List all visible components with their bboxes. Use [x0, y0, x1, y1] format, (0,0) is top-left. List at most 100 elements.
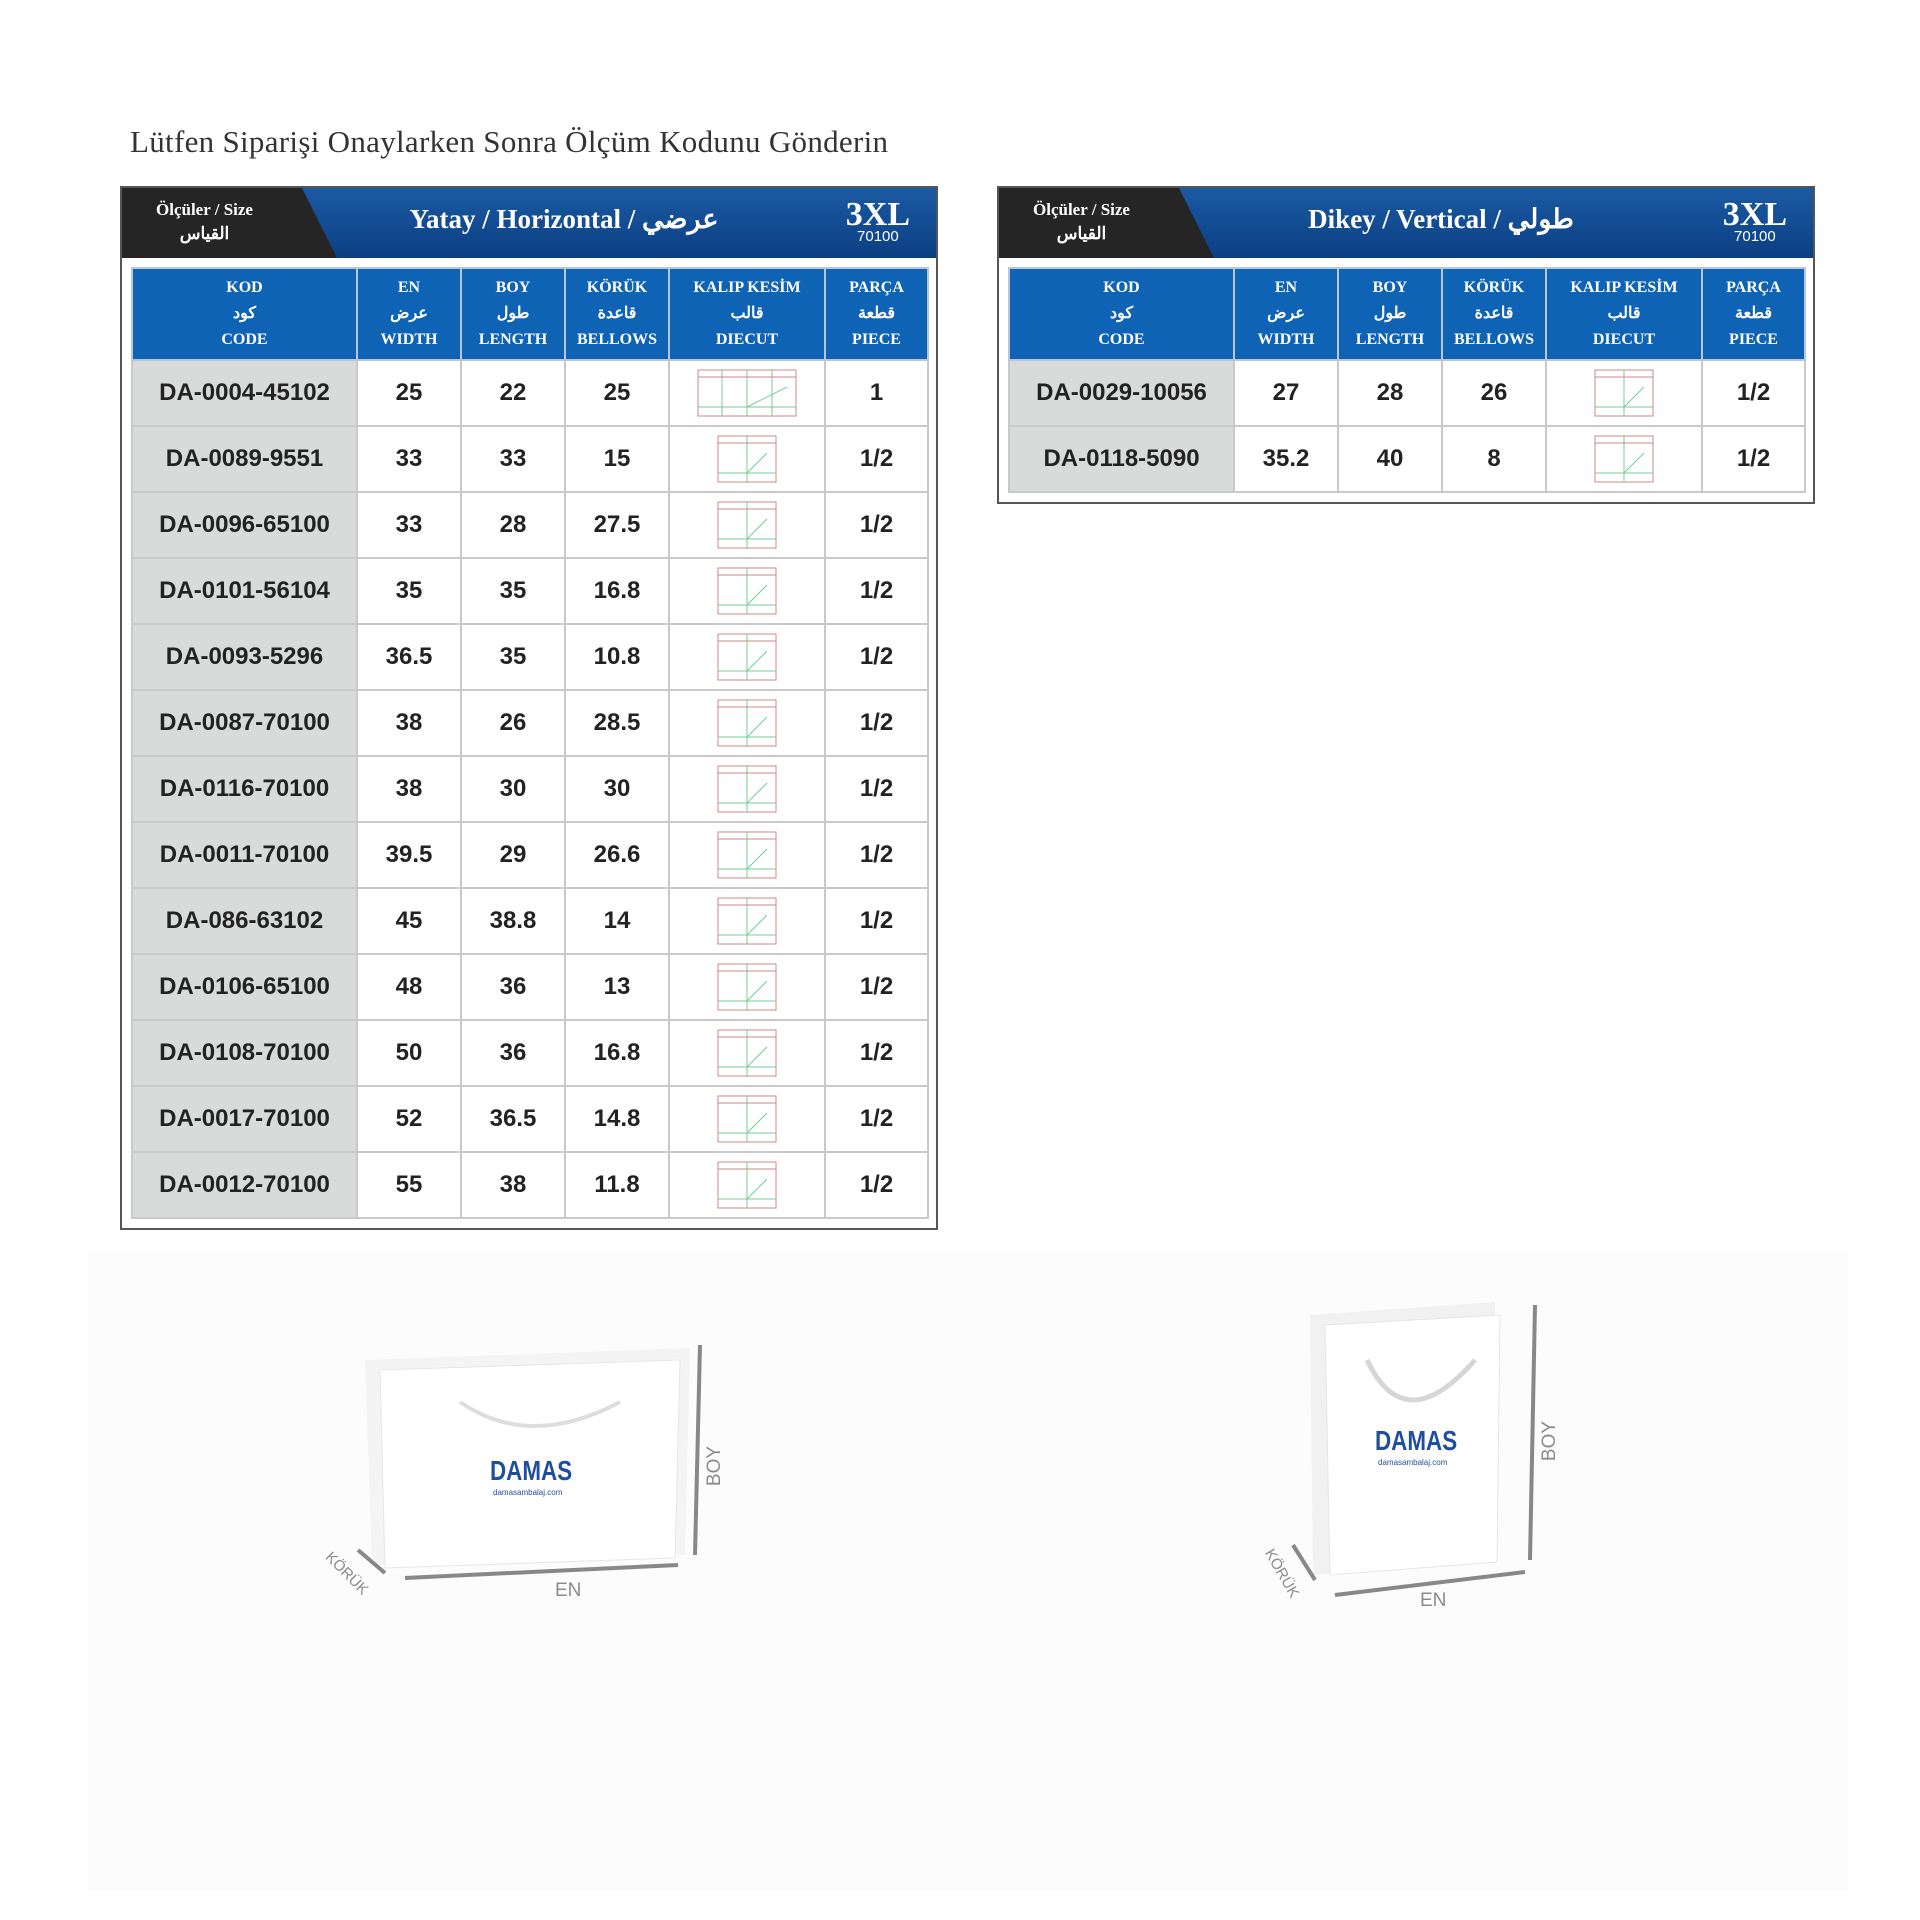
- length-cell: 35: [460, 557, 566, 625]
- diecut-cell: [668, 359, 826, 427]
- table-row: DA-0089-9551 33 33 15 1/2: [131, 425, 929, 493]
- width-cell: 35: [356, 557, 462, 625]
- table-row: DA-0011-70100 39.5 29 26.6 1/2: [131, 821, 929, 889]
- size-label-line1: Ölçüler / Size: [1033, 200, 1130, 219]
- column-header-line: BOY: [1372, 279, 1408, 296]
- diecut-drawing: [717, 765, 777, 813]
- length-cell: 40: [1337, 425, 1443, 493]
- piece-cell: 1/2: [824, 755, 929, 823]
- bellows-cell: 10.8: [564, 623, 670, 691]
- column-header: PARÇA قطعة PIECE: [1701, 267, 1806, 361]
- column-header-line: عرض: [390, 305, 428, 322]
- length-cell: 28: [1337, 359, 1443, 427]
- table-header-bar: Ölçüler / Size القياس Dikey / Vertical / …: [999, 188, 1813, 258]
- size-code: 70100: [1734, 228, 1776, 245]
- diecut-cell: [668, 953, 826, 1021]
- diecut-cell: [668, 425, 826, 493]
- size-code-cell: DA-0089-9551: [131, 425, 358, 493]
- column-header-line: KALIP KESİM: [1570, 279, 1678, 296]
- bellows-cell: 28.5: [564, 689, 670, 757]
- column-header-line: قطعة: [857, 305, 896, 322]
- column-header-line: BOY: [495, 279, 531, 296]
- diecut-drawing: [717, 633, 777, 681]
- size-label: Ölçüler / Size القياس: [122, 188, 337, 258]
- column-header-line: EN: [1274, 279, 1298, 296]
- width-cell: 25: [356, 359, 462, 427]
- diecut-cell: [668, 557, 826, 625]
- size-label-line2: القياس: [179, 224, 230, 243]
- diecut-drawing: [717, 897, 777, 945]
- piece-cell: 1/2: [1701, 425, 1806, 493]
- diecut-drawing: [717, 1029, 777, 1077]
- column-header-line: KÖRÜK: [586, 279, 648, 296]
- width-cell: 38: [356, 689, 462, 757]
- table-row: DA-0118-5090 35.2 40 8 1/2: [1008, 425, 1806, 493]
- size-badge: 3XL 70100: [1723, 198, 1787, 245]
- length-cell: 36.5: [460, 1085, 566, 1153]
- diecut-cell: [668, 1085, 826, 1153]
- size-code-cell: DA-0096-65100: [131, 491, 358, 559]
- column-header: BOY طول LENGTH: [460, 267, 566, 361]
- column-header-line: قاعدة: [597, 305, 637, 322]
- table-row: DA-0017-70100 52 36.5 14.8 1/2: [131, 1085, 929, 1153]
- column-header-line: DIECUT: [715, 331, 779, 348]
- piece-cell: 1/2: [824, 557, 929, 625]
- bellows-cell: 14: [564, 887, 670, 955]
- diecut-drawing: [717, 435, 777, 483]
- size-name: 3XL: [845, 196, 910, 233]
- diecut-cell: [1545, 359, 1703, 427]
- diecut-cell: [1545, 425, 1703, 493]
- column-header-line: عرض: [1267, 305, 1305, 322]
- column-header: KÖRÜK قاعدة BELLOWS: [564, 267, 670, 361]
- diecut-cell: [668, 755, 826, 823]
- horizontal-size-table: Ölçüler / Size القياس Yatay / Horizontal …: [120, 186, 938, 1230]
- column-header-line: كود: [1109, 305, 1133, 322]
- size-code-cell: DA-086-63102: [131, 887, 358, 955]
- diecut-drawing: [717, 1095, 777, 1143]
- bellows-cell: 26: [1441, 359, 1547, 427]
- size-code-cell: DA-0087-70100: [131, 689, 358, 757]
- piece-cell: 1/2: [824, 1151, 929, 1219]
- size-code: 70100: [857, 228, 899, 245]
- column-header: KALIP KESİM قالب DIECUT: [1545, 267, 1703, 361]
- size-code-cell: DA-0093-5296: [131, 623, 358, 691]
- column-header: EN عرض WIDTH: [1233, 267, 1339, 361]
- diecut-drawing: [1594, 369, 1654, 417]
- diecut-cell: [668, 491, 826, 559]
- column-header-line: PIECE: [1729, 331, 1778, 348]
- diecut-drawing: [717, 501, 777, 549]
- column-header: KOD كود CODE: [131, 267, 358, 361]
- column-header-line: طول: [496, 305, 530, 322]
- size-code-cell: DA-0106-65100: [131, 953, 358, 1021]
- size-code-cell: DA-0012-70100: [131, 1151, 358, 1219]
- size-code-cell: DA-0029-10056: [1008, 359, 1235, 427]
- table-row: DA-0004-45102 25 22 25 1: [131, 359, 929, 427]
- length-cell: 28: [460, 491, 566, 559]
- width-cell: 52: [356, 1085, 462, 1153]
- table-row: DA-0029-10056 27 28 26 1/2: [1008, 359, 1806, 427]
- bellows-cell: 26.6: [564, 821, 670, 889]
- bellows-cell: 30: [564, 755, 670, 823]
- bellows-cell: 14.8: [564, 1085, 670, 1153]
- piece-cell: 1/2: [824, 1085, 929, 1153]
- length-cell: 26: [460, 689, 566, 757]
- column-header-line: قطعة: [1734, 305, 1773, 322]
- column-header-line: قالب: [730, 305, 764, 322]
- size-name: 3XL: [1722, 196, 1787, 233]
- table-row: DA-0116-70100 38 30 30 1/2: [131, 755, 929, 823]
- diecut-cell: [668, 689, 826, 757]
- diecut-drawing: [697, 369, 797, 417]
- length-cell: 38: [460, 1151, 566, 1219]
- size-code-cell: DA-0017-70100: [131, 1085, 358, 1153]
- diecut-drawing: [717, 567, 777, 615]
- width-cell: 45: [356, 887, 462, 955]
- bellows-cell: 8: [1441, 425, 1547, 493]
- diecut-cell: [668, 1019, 826, 1087]
- column-header-line: EN: [397, 279, 421, 296]
- table-row: DA-0012-70100 55 38 11.8 1/2: [131, 1151, 929, 1219]
- column-header-line: LENGTH: [1355, 331, 1425, 348]
- width-cell: 33: [356, 491, 462, 559]
- column-header-line: LENGTH: [478, 331, 548, 348]
- column-header-line: KÖRÜK: [1463, 279, 1525, 296]
- length-cell: 30: [460, 755, 566, 823]
